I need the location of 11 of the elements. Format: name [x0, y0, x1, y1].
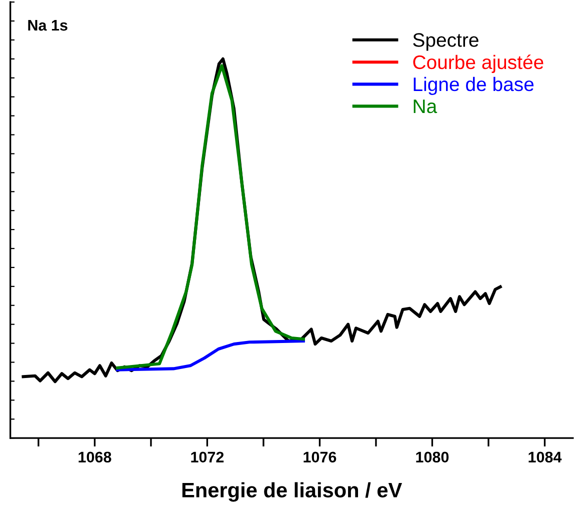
chart-title: Na 1s — [28, 20, 68, 31]
x-tick-label: 1076 — [304, 452, 336, 463]
legend-label: Na — [414, 100, 438, 114]
legend-label: Ligne de base — [414, 76, 534, 96]
x-axis-title: Energie de liaison / eV — [182, 482, 402, 502]
x-tick-label: 1068 — [78, 452, 112, 463]
x-tick-label: 1084 — [528, 452, 562, 463]
legend-label: Courbe ajustée — [413, 54, 544, 73]
x-tick-label: 1080 — [416, 452, 449, 463]
x-tick-label: 1072 — [191, 452, 224, 463]
legend-label: Spectre — [413, 33, 478, 51]
